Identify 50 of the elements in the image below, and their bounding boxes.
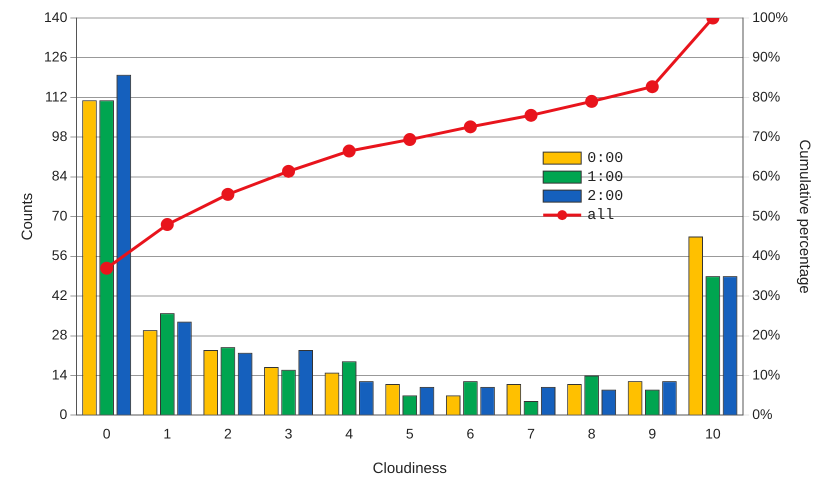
y-tick-label: 84: [52, 168, 68, 184]
x-tick-label: 1: [163, 425, 172, 442]
y2-tick-label: 90%: [752, 48, 780, 65]
x-tick-label: 2: [224, 425, 232, 442]
legend-label: 1:00: [587, 169, 624, 186]
y-tick-label: 70: [52, 207, 68, 224]
y-tick-label: 42: [52, 286, 68, 303]
y-tick-label: 0: [60, 406, 68, 422]
y2-tick-label: 100%: [752, 8, 788, 25]
y-tick-label: 28: [52, 326, 68, 343]
x-tick-label: 4: [345, 425, 354, 442]
y2-tick-label: 80%: [752, 88, 780, 104]
point: [585, 94, 598, 108]
y-tick-label: 126: [44, 48, 68, 65]
point: [221, 188, 234, 201]
legend-label: 2:00: [587, 188, 624, 206]
y-tick-label: 14: [52, 366, 68, 382]
point: [464, 120, 477, 134]
point: [342, 144, 356, 158]
y2-tick-label: 60%: [752, 168, 780, 184]
y2-tick-label: 40%: [752, 247, 780, 264]
x-tick-label: 5: [406, 425, 414, 442]
y2-tick-label: 0%: [752, 406, 772, 422]
y2-tick-label: 30%: [752, 286, 780, 303]
x-axis-title: Cloudiness: [372, 460, 447, 478]
point: [646, 80, 659, 94]
y2-tick-label: 50%: [752, 207, 780, 224]
y-tick-label: 56: [52, 247, 68, 264]
y2-axis-title: Cumulative percentage: [796, 139, 813, 294]
point: [282, 164, 296, 178]
y-tick-label: 140: [44, 8, 68, 25]
x-tick-label: 3: [284, 425, 293, 442]
x-tick-label: 7: [527, 425, 536, 442]
point: [100, 262, 114, 275]
point: [160, 218, 174, 232]
x-tick-label: 9: [648, 425, 656, 442]
y2-tick-label: 20%: [752, 326, 780, 343]
y-tick-label: 98: [52, 128, 68, 144]
legend-label: all: [587, 207, 614, 224]
point: [403, 133, 416, 146]
point: [524, 108, 538, 122]
y2-tick-label: 10%: [752, 366, 780, 382]
x-tick-label: 8: [588, 425, 596, 442]
x-tick-label: 0: [102, 425, 111, 442]
y-axis-title: Counts: [19, 192, 36, 240]
y-tick-label: 112: [45, 88, 68, 104]
y2-tick-label: 70%: [752, 128, 780, 144]
legend-label: 0:00: [587, 150, 624, 168]
x-tick-label: 6: [466, 425, 474, 442]
x-tick-label: 10: [705, 425, 721, 442]
